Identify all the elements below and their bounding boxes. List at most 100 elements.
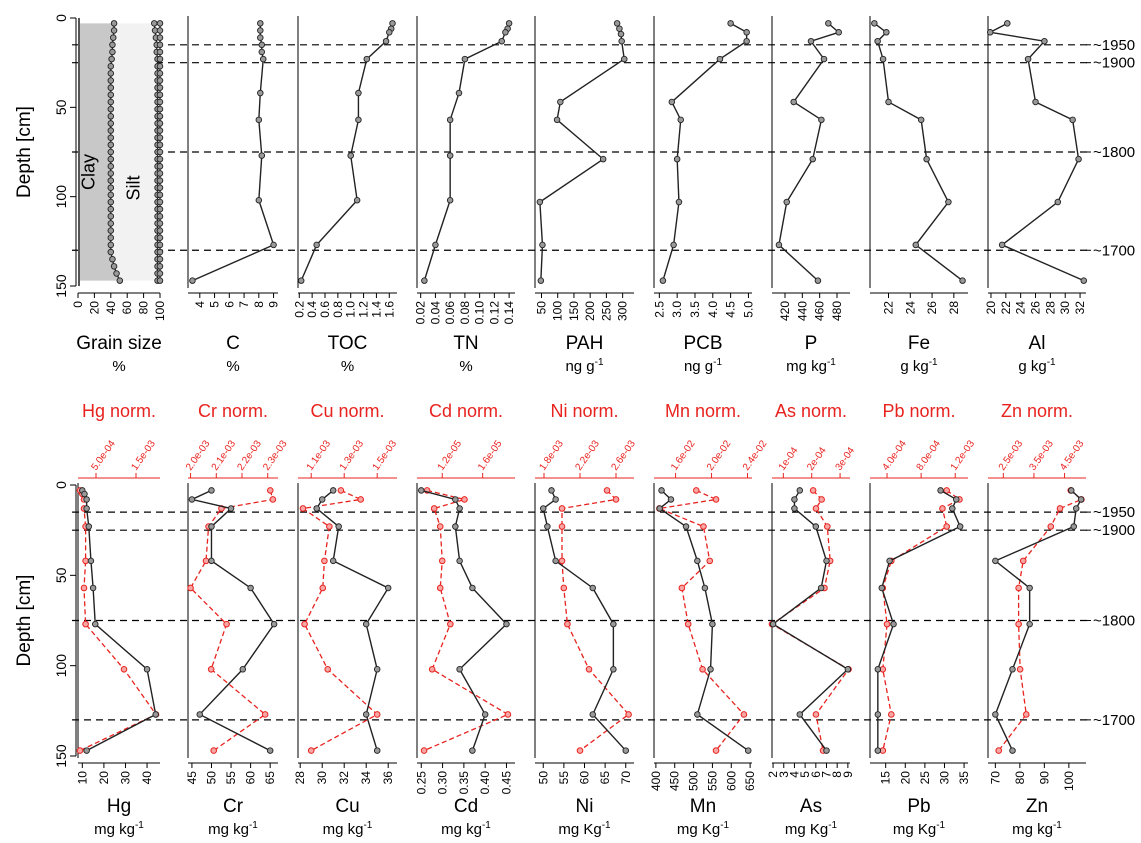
- series-point: [258, 48, 266, 56]
- series-point: [610, 620, 617, 628]
- grainsize-point: [107, 248, 115, 256]
- series-point: [937, 487, 944, 494]
- norm-series-point: [692, 487, 700, 494]
- x-tick-label: 70: [988, 771, 1002, 785]
- norm-series-point: [684, 620, 692, 628]
- series-point: [769, 620, 777, 628]
- top-panel-al: 20 22 24 26 28 30 32 Al g kg-1: [984, 16, 1087, 375]
- series-point: [835, 29, 842, 36]
- variable-name: Grain size: [76, 333, 162, 354]
- norm-series-point: [995, 747, 1003, 754]
- series-point: [874, 37, 881, 45]
- series-point: [557, 98, 564, 106]
- norm-series-point: [576, 747, 584, 754]
- grainsize-point: [156, 84, 164, 91]
- norm-tick-label: 2.3e-03: [261, 438, 290, 472]
- series-point: [505, 20, 513, 27]
- series-point: [143, 666, 151, 673]
- grainsize-point: [107, 220, 115, 227]
- grainsize-point: [116, 277, 124, 284]
- grainsize-point: [107, 205, 115, 213]
- norm-series-point: [307, 747, 315, 754]
- series-point: [83, 747, 90, 754]
- grainsize-point: [107, 70, 115, 77]
- norm-series-point: [585, 665, 593, 673]
- bottom-reference-label: ~1800: [1093, 613, 1135, 630]
- series-point: [373, 666, 381, 673]
- x-tick-label: 0.02: [414, 301, 428, 325]
- norm-tick-label: 2e-04: [805, 445, 829, 473]
- bottom-depth-tick-label: 50: [53, 567, 69, 583]
- series-point: [667, 496, 675, 503]
- series-point: [807, 37, 815, 45]
- grainsize-point: [107, 77, 115, 84]
- norm-series-point: [82, 620, 89, 628]
- norm-series-point: [373, 711, 381, 718]
- series-point: [709, 620, 716, 628]
- series-point: [552, 496, 559, 503]
- x-tick-label: 5: [798, 771, 812, 778]
- series-point: [823, 557, 830, 565]
- variable-unit: mg Kg-1: [677, 820, 730, 838]
- series-point: [469, 584, 476, 592]
- norm-series-point: [712, 747, 720, 754]
- bottom-depth-tick-label: 100: [53, 654, 69, 678]
- grainsize-point: [156, 198, 164, 206]
- bottom-panel-cd: 0.25 0.30 0.35 0.40 0.45 1.2e-05 1.6e-05 Cd nor…: [414, 401, 515, 838]
- x-tick-label: 0: [71, 301, 85, 308]
- series-point: [917, 116, 925, 124]
- series-point: [258, 41, 266, 49]
- x-tick-label: 3: [777, 771, 791, 778]
- norm-series-point: [337, 487, 345, 494]
- grainsize-point: [156, 127, 164, 134]
- norm-series-point: [261, 711, 269, 718]
- series-line: [658, 489, 749, 752]
- norm-series-line: [189, 490, 274, 752]
- grainsize-point: [156, 70, 164, 77]
- series-point: [553, 116, 561, 124]
- norm-series-point: [436, 584, 444, 592]
- clay-label: Clay: [78, 154, 98, 190]
- variable-unit: %: [459, 358, 472, 375]
- x-tick-label: 450: [668, 771, 682, 791]
- series-point: [81, 490, 88, 498]
- norm-series-point: [187, 584, 194, 592]
- series-point: [83, 496, 90, 503]
- series-point: [610, 666, 617, 673]
- x-tick-label: 6: [809, 771, 823, 778]
- variable-name: Cr: [223, 796, 244, 817]
- variable-name: Al: [1029, 333, 1046, 354]
- series-point: [456, 505, 463, 512]
- series-point: [421, 277, 428, 284]
- series-point: [318, 496, 326, 503]
- norm-series-point: [1022, 711, 1030, 718]
- variable-name: Hg: [107, 796, 131, 817]
- x-tick-label: 400: [649, 771, 663, 791]
- series-point: [83, 505, 90, 512]
- norm-series-point: [809, 487, 817, 494]
- x-tick-label: 0.10: [473, 301, 487, 325]
- grainsize-point: [156, 20, 164, 27]
- norm-title: Hg norm.: [82, 401, 156, 421]
- norm-tick-label: 4.5e-03: [1058, 438, 1087, 472]
- series-point: [239, 666, 247, 673]
- series-point: [386, 29, 393, 36]
- grainsize-point: [156, 155, 164, 163]
- series-point: [362, 711, 370, 718]
- norm-series-point: [564, 620, 571, 628]
- series-point: [227, 505, 235, 512]
- norm-series-point: [1015, 620, 1022, 628]
- norm-tick-label: 3e-04: [834, 445, 858, 473]
- grainsize-left-edge: [78, 18, 80, 286]
- silt-area: [110, 23, 158, 281]
- series-point: [189, 277, 196, 284]
- grainsize-point: [156, 134, 164, 141]
- series-point: [790, 98, 797, 106]
- norm-tick-label: 2.6e-03: [609, 438, 638, 472]
- x-tick-label: 40: [104, 301, 118, 315]
- grainsize-point: [156, 34, 164, 41]
- x-tick-label: 200: [583, 301, 597, 321]
- norm-series-point: [428, 665, 436, 673]
- x-tick-label: 0.35: [457, 771, 471, 795]
